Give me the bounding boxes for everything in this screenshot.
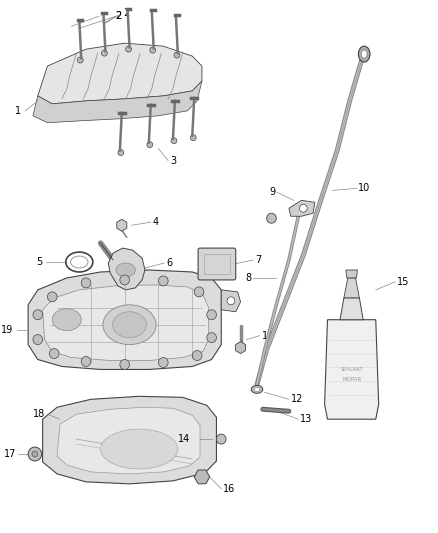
Circle shape — [267, 213, 276, 223]
Ellipse shape — [116, 263, 135, 277]
Ellipse shape — [103, 305, 156, 345]
Polygon shape — [289, 200, 315, 216]
Circle shape — [147, 142, 153, 148]
Ellipse shape — [254, 387, 260, 391]
Text: 6: 6 — [166, 258, 172, 268]
Polygon shape — [42, 397, 216, 484]
Bar — [204, 254, 230, 274]
Text: 11: 11 — [262, 330, 274, 341]
Text: 3: 3 — [170, 156, 176, 166]
Text: 2: 2 — [115, 11, 121, 21]
Circle shape — [174, 52, 180, 58]
Circle shape — [159, 276, 168, 286]
Circle shape — [33, 310, 42, 320]
Circle shape — [47, 292, 57, 302]
Text: 19: 19 — [1, 325, 14, 335]
Circle shape — [126, 46, 131, 52]
Ellipse shape — [113, 312, 146, 337]
Text: 4: 4 — [153, 217, 159, 227]
Polygon shape — [42, 285, 209, 360]
Text: 17: 17 — [4, 449, 17, 459]
Circle shape — [33, 335, 42, 345]
Circle shape — [227, 297, 235, 305]
Circle shape — [150, 47, 155, 53]
Text: 2: 2 — [123, 9, 129, 18]
Circle shape — [28, 447, 42, 461]
Circle shape — [159, 358, 168, 367]
Text: 13: 13 — [300, 414, 313, 424]
Circle shape — [49, 349, 59, 359]
Circle shape — [32, 451, 38, 457]
Circle shape — [216, 434, 226, 444]
Circle shape — [192, 351, 202, 360]
Text: 16: 16 — [223, 484, 236, 494]
Text: 2: 2 — [108, 11, 121, 22]
Circle shape — [81, 357, 91, 367]
Ellipse shape — [101, 429, 178, 469]
Text: 12: 12 — [291, 394, 303, 405]
Polygon shape — [340, 298, 363, 320]
Circle shape — [300, 204, 307, 212]
Circle shape — [194, 287, 204, 297]
Text: 8: 8 — [245, 273, 251, 283]
Circle shape — [81, 278, 91, 288]
Ellipse shape — [361, 50, 367, 58]
Polygon shape — [108, 248, 145, 290]
Circle shape — [171, 138, 177, 144]
Polygon shape — [346, 270, 357, 278]
Circle shape — [120, 360, 130, 369]
Polygon shape — [33, 81, 202, 123]
Polygon shape — [57, 407, 200, 474]
Circle shape — [191, 135, 196, 141]
Text: SEALANT: SEALANT — [340, 367, 363, 372]
Text: 14: 14 — [178, 434, 191, 444]
Text: 5: 5 — [36, 257, 42, 267]
Circle shape — [120, 275, 130, 285]
Text: 10: 10 — [358, 183, 371, 193]
Polygon shape — [38, 43, 202, 104]
Text: MOPAR: MOPAR — [342, 377, 361, 382]
Text: 7: 7 — [255, 255, 261, 265]
Text: 9: 9 — [269, 188, 276, 197]
Polygon shape — [325, 320, 379, 419]
Circle shape — [207, 310, 216, 320]
Circle shape — [78, 57, 83, 63]
Ellipse shape — [71, 256, 88, 268]
Text: 18: 18 — [33, 409, 46, 419]
Ellipse shape — [52, 309, 81, 330]
Polygon shape — [344, 278, 359, 298]
Circle shape — [207, 333, 216, 343]
Circle shape — [118, 150, 124, 156]
Ellipse shape — [251, 385, 263, 393]
Ellipse shape — [358, 46, 370, 62]
FancyBboxPatch shape — [198, 248, 236, 280]
Polygon shape — [221, 290, 240, 312]
Text: 15: 15 — [397, 277, 410, 287]
Circle shape — [102, 50, 107, 56]
Polygon shape — [28, 270, 221, 369]
Text: 1: 1 — [15, 106, 21, 116]
